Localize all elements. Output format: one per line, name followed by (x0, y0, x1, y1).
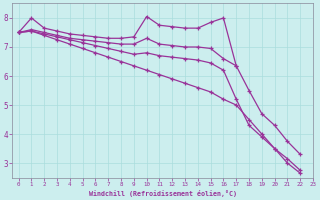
X-axis label: Windchill (Refroidissement éolien,°C): Windchill (Refroidissement éolien,°C) (89, 190, 237, 197)
